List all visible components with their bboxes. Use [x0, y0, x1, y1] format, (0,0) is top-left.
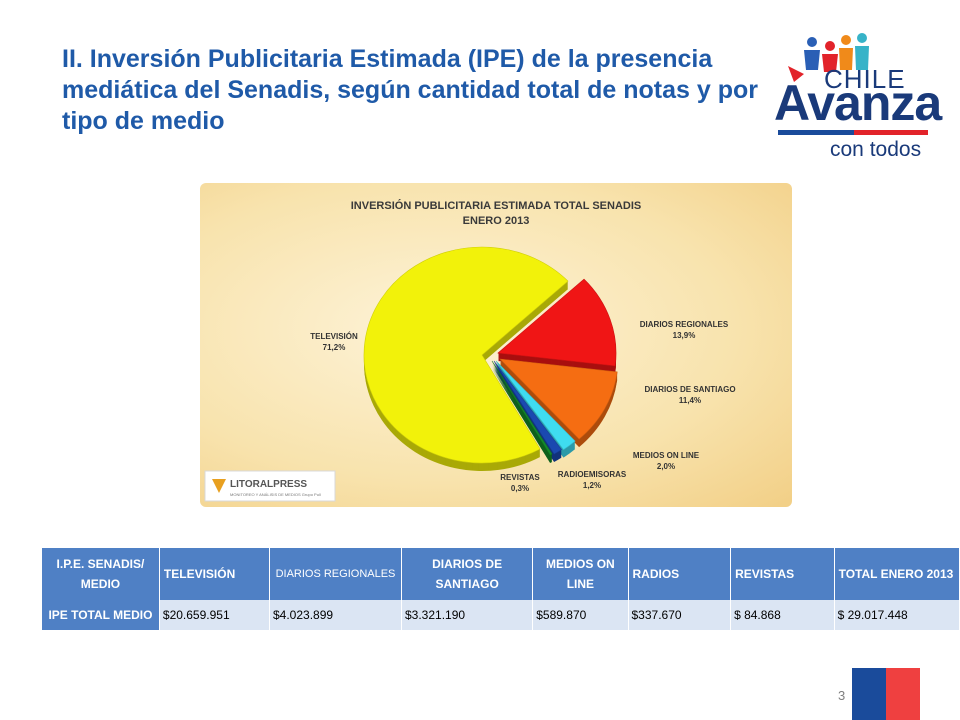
chart-title: INVERSIÓN PUBLICITARIA ESTIMADA TOTAL SE…	[351, 199, 642, 212]
children-figures-icon	[788, 33, 869, 82]
slice-value-label: 11,4%	[679, 396, 701, 405]
pie-chart-panel: INVERSIÓN PUBLICITARIA ESTIMADA TOTAL SE…	[200, 183, 792, 507]
watermark-tagline: MONITOREO Y ANÁLISIS DE MEDIOS Grupo Pul…	[230, 492, 321, 497]
table-cell: $ 84.868	[730, 600, 835, 630]
slice-label: TELEVISIÓN	[310, 332, 358, 341]
table-header-cell: MEDIOS ON LINE	[532, 548, 629, 600]
table-header-row: I.P.E. SENADIS/ MEDIO TELEVISIÓN DIARIOS R…	[42, 548, 960, 600]
logo-avanza-text: Avanza	[774, 75, 942, 131]
table-row: IPE TOTAL MEDIO $20.659.951 $4.023.899 $3.3…	[42, 600, 960, 630]
table-cell: $337.670	[628, 600, 732, 630]
logo-red-bar	[854, 130, 928, 135]
chart-subtitle: ENERO 2013	[463, 215, 530, 227]
watermark-name: LITORALPRESS	[230, 479, 307, 490]
logo-blue-bar	[778, 130, 854, 135]
table-cell: $4.023.899	[269, 600, 402, 630]
chile-flag-corner	[852, 668, 920, 720]
slice-label: REVISTAS	[500, 473, 540, 482]
pie-slice	[363, 246, 569, 464]
pie-slices	[363, 246, 618, 472]
pie-slice	[493, 360, 562, 455]
pie-slice	[499, 358, 618, 440]
slide-title: II. Inversión Publicitaria Estimada (IPE…	[62, 45, 758, 135]
flag-blue-block	[852, 668, 886, 720]
slice-label: RADIOEMISORAS	[558, 470, 627, 479]
ipe-table: I.P.E. SENADIS/ MEDIO TELEVISIÓN DIARIOS R…	[42, 548, 960, 630]
page-number: 3	[838, 688, 846, 703]
slice-value-label: 2,0%	[657, 462, 675, 471]
pie-slice	[497, 278, 617, 367]
table-header-cell: RADIOS	[628, 548, 732, 600]
table-cell: $ 29.017.448	[834, 600, 960, 630]
litoralpress-watermark: LITORALPRESS MONITOREO Y ANÁLISIS DE MED…	[204, 470, 336, 502]
table-cell: $3.321.190	[401, 600, 534, 630]
pie-chart: INVERSIÓN PUBLICITARIA ESTIMADA TOTAL SE…	[204, 199, 736, 502]
table-row-header: IPE TOTAL MEDIO	[42, 600, 160, 630]
table-header-cell: I.P.E. SENADIS/ MEDIO	[42, 548, 160, 600]
chile-avanza-logo: CHILE Avanza con todos	[770, 30, 942, 161]
slice-value-label: 13,9%	[673, 331, 696, 340]
pie-slice	[495, 360, 576, 451]
table-cell: $589.870	[532, 600, 629, 630]
table-header-cell: DIARIOS REGIONALES	[269, 548, 402, 600]
logo-chile-text: CHILE	[824, 64, 906, 94]
table-cell: $20.659.951	[159, 600, 271, 630]
slice-label: DIARIOS REGIONALES	[640, 320, 729, 329]
pie-slice	[491, 360, 553, 456]
table-header-cell: TELEVISIÓN	[159, 548, 271, 600]
flag-red-block	[886, 668, 920, 720]
table-header-cell: DIARIOS DE SANTIAGO	[401, 548, 534, 600]
slice-label: DIARIOS DE SANTIAGO	[644, 385, 735, 394]
table-header-cell: TOTAL ENERO 2013	[834, 548, 960, 600]
pie-labels: TELEVISIÓN 71,2% DIARIOS REGIONALES 13,9% DI…	[310, 320, 735, 493]
slice-value-label: 71,2%	[323, 343, 346, 352]
slice-value-label: 0,3%	[511, 484, 529, 493]
slice-value-label: 1,2%	[583, 481, 601, 490]
logo-tagline: con todos	[830, 138, 922, 161]
table-header-cell: REVISTAS	[730, 548, 835, 600]
slice-label: MEDIOS ON LINE	[633, 451, 700, 460]
litoralpress-icon	[212, 479, 226, 493]
